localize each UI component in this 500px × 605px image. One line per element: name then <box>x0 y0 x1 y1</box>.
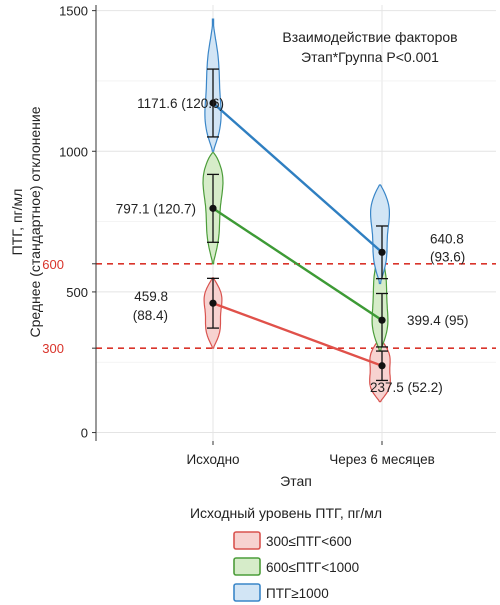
mean-point-2-1 <box>378 248 386 256</box>
data-label-1-1-0: 399.4 (95) <box>407 313 469 328</box>
mean-point-0-1 <box>378 362 386 370</box>
annotation-line-1: Взаимодействие факторов <box>282 29 457 45</box>
legend-label-2: ПТГ≥1000 <box>266 586 329 601</box>
y-tick-label-500: 500 <box>66 285 88 300</box>
y-axis-label-line-1: ПТГ, пг/мл <box>9 189 25 256</box>
y-tick-label-0: 0 <box>81 426 88 441</box>
axes: 300 600 0 500 1000 1500 Исходно Через 6 месяцев <box>42 4 434 467</box>
grid-layer <box>96 5 496 441</box>
x-tick-label-0: Исходно <box>186 452 239 467</box>
x-axis-label: Этап <box>280 473 312 489</box>
data-label-0-0-0: 459.8 <box>134 289 168 304</box>
plot-panel <box>96 5 496 441</box>
data-label-0-1-0: 237.5 (52.2) <box>370 380 443 395</box>
series-line-1 <box>212 207 383 322</box>
y-tick-label-1500: 1500 <box>59 4 88 19</box>
reference-label-600: 600 <box>42 257 64 272</box>
series-lines <box>212 102 383 367</box>
mean-point-1-1 <box>378 316 386 324</box>
legend-title: Исходный уровень ПТГ, пг/мл <box>190 505 382 521</box>
mean-point-2-0 <box>209 99 217 107</box>
series-line-2 <box>212 102 383 254</box>
y-tick-label-1000: 1000 <box>59 144 88 159</box>
data-label-1-0-0: 797.1 (120.7) <box>116 201 196 216</box>
y-axis-label-line-2: Среднее (стандартное) отклонение <box>27 106 43 337</box>
violin-series-0-group-1 <box>369 336 391 403</box>
data-label-2-1-0: 640.8 <box>430 231 464 246</box>
data-label-2-1-1: (93.6) <box>430 249 465 264</box>
legend-label-0: 300≤ПТГ<600 <box>266 534 352 549</box>
annotation-line-2: Этап*Группа P<0.001 <box>301 49 439 65</box>
legend-swatch-0 <box>233 531 261 550</box>
reference-label-300: 300 <box>42 341 64 356</box>
legend-swatch-2 <box>233 583 261 602</box>
legend-swatch-1 <box>233 557 261 576</box>
legend-label-1: 600≤ПТГ<1000 <box>266 560 359 575</box>
x-tick-label-1: Через 6 месяцев <box>329 452 435 467</box>
data-labels: 459.8 (88.4) 237.5 (52.2) 797.1 (120.7) 399.… <box>116 96 469 395</box>
data-label-0-0-1: (88.4) <box>133 308 168 323</box>
mean-point-0-0 <box>209 299 217 307</box>
violin-series-2-group-1 <box>370 184 390 285</box>
data-label-2-0-0: 1171.6 (120.6) <box>137 96 224 111</box>
series-line-0 <box>212 302 383 367</box>
mean-point-1-0 <box>209 204 217 212</box>
legend: Исходный уровень ПТГ, пг/мл 300≤ПТГ<600 6… <box>190 505 382 602</box>
mean-points <box>207 68 388 382</box>
